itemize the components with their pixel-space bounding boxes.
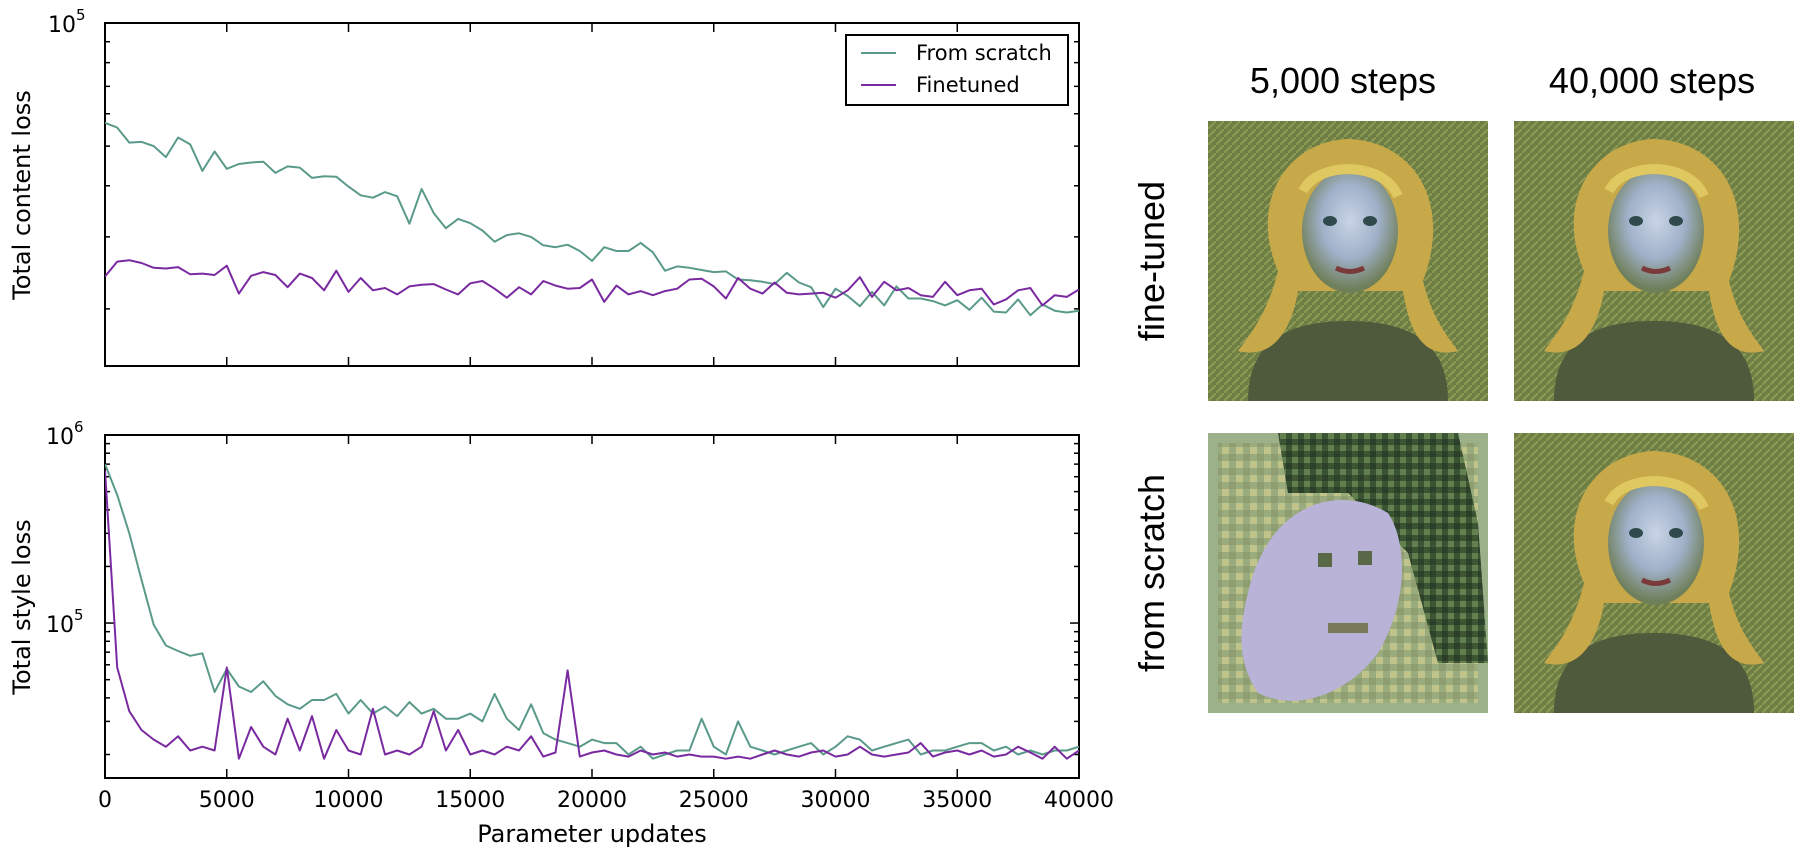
style-series bbox=[105, 463, 1079, 760]
style-y-tick-label-1e5: 105 bbox=[46, 606, 84, 638]
content-y-axis-label: Total content loss bbox=[8, 90, 36, 301]
image-from-scratch-40000 bbox=[1514, 433, 1794, 713]
content-series-from-scratch bbox=[105, 121, 1079, 317]
image-grid: 5,000 steps 40,000 steps fine-tuned from… bbox=[1131, 60, 1794, 713]
content-y-ticks bbox=[105, 22, 1079, 310]
style-y-axis-label: Total style loss bbox=[8, 519, 36, 695]
style-series-finetuned bbox=[105, 470, 1079, 760]
content-y-top-tick-label: 105 bbox=[48, 6, 86, 38]
legend-label-finetuned: Finetuned bbox=[916, 73, 1020, 97]
x-tick-label: 40000 bbox=[1044, 788, 1114, 813]
image-finetuned-5000 bbox=[1208, 121, 1488, 401]
image-finetuned-40000 bbox=[1514, 121, 1794, 401]
col-header-5000: 5,000 steps bbox=[1250, 60, 1436, 101]
image-from-scratch-5000 bbox=[1208, 433, 1488, 713]
col-header-40000: 40,000 steps bbox=[1549, 60, 1755, 101]
row-header-from-scratch: from scratch bbox=[1131, 474, 1172, 672]
legend-box bbox=[845, 34, 1069, 106]
content-x-ticks bbox=[104, 23, 1080, 366]
x-tick-label: 25000 bbox=[679, 788, 749, 813]
x-tick-label: 30000 bbox=[801, 788, 871, 813]
x-tick-label: 10000 bbox=[314, 788, 384, 813]
x-tick-label: 20000 bbox=[557, 788, 627, 813]
legend-label-from-scratch: From scratch bbox=[916, 41, 1052, 65]
content-series bbox=[105, 121, 1079, 317]
style-loss-plot: 0 5000 10000 15000 20000 25000 30000 35000 40000… bbox=[8, 418, 1114, 848]
x-tick-label: 0 bbox=[98, 788, 112, 813]
content-series-finetuned bbox=[105, 259, 1079, 307]
style-x-ticks: 0 5000 10000 15000 20000 25000 30000 35000 40000 bbox=[98, 435, 1114, 813]
style-y-ticks bbox=[105, 434, 1079, 756]
x-tick-label: 15000 bbox=[435, 788, 505, 813]
x-axis-label: Parameter updates bbox=[477, 820, 707, 848]
legend: From scratch Finetuned bbox=[845, 34, 1069, 106]
row-header-fine-tuned: fine-tuned bbox=[1131, 181, 1172, 341]
style-series-from-scratch bbox=[105, 463, 1079, 760]
style-y-tick-label-1e6: 106 bbox=[46, 418, 84, 450]
x-tick-label: 5000 bbox=[199, 788, 255, 813]
x-tick-label: 35000 bbox=[922, 788, 992, 813]
content-loss-plot: 105 Total content loss From scratch Fine… bbox=[8, 6, 1080, 367]
